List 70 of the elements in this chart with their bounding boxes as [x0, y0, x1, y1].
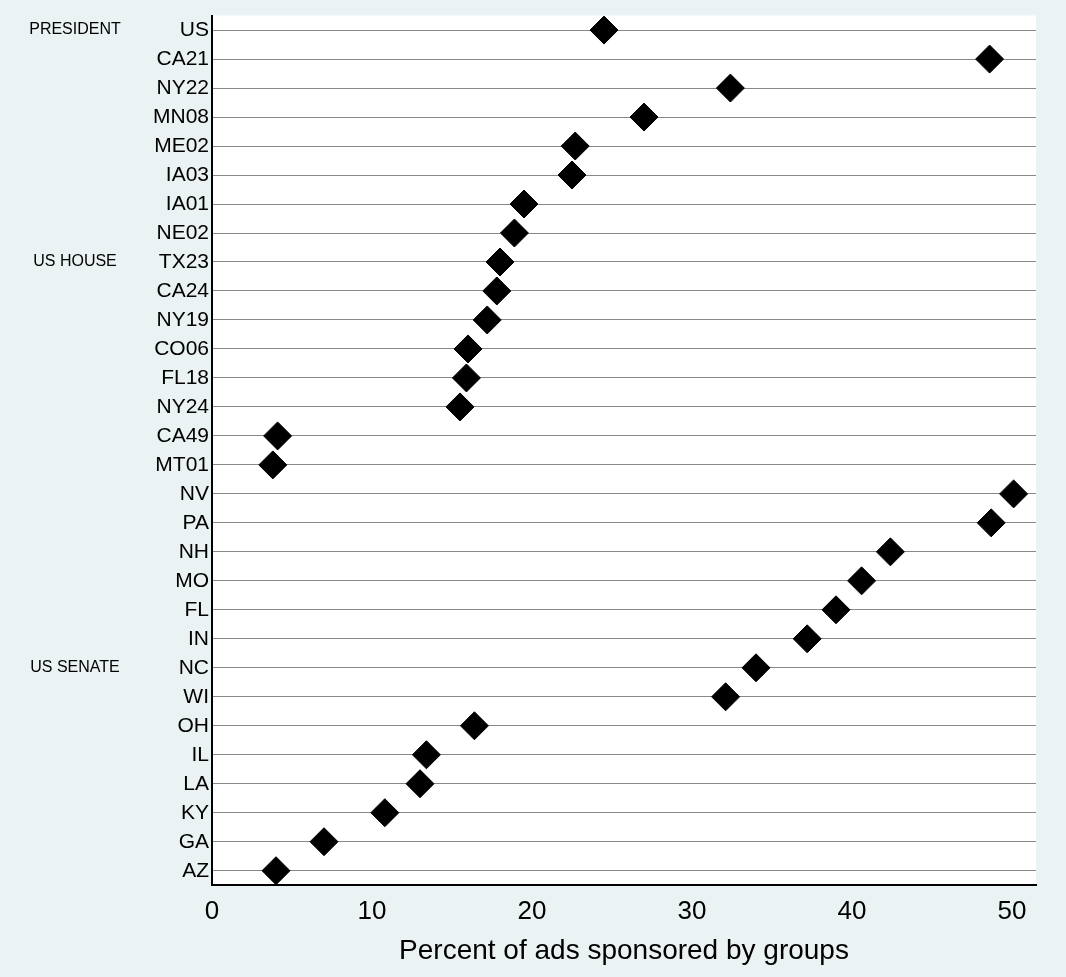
x-tick-label: 20 [517, 894, 547, 925]
point [485, 247, 515, 277]
point [999, 479, 1029, 509]
point [261, 856, 291, 886]
point [821, 595, 851, 625]
point [557, 160, 587, 190]
point [445, 392, 475, 422]
y-tick-label: NE02 [156, 219, 210, 243]
y-tick-label: CA24 [156, 277, 210, 301]
y-tick-label: NV [179, 480, 210, 504]
point [459, 711, 489, 741]
x-tick-label: 0 [204, 894, 220, 925]
point [589, 15, 619, 45]
y-tick-label: MT01 [155, 451, 210, 475]
point [792, 624, 822, 654]
y-tick-label: IN [188, 625, 210, 649]
y-tick-label: NH [178, 538, 210, 562]
point [715, 73, 745, 103]
point [741, 653, 771, 683]
point [258, 450, 288, 480]
x-axis-title: Percent of ads sponsored by groups [399, 933, 849, 965]
point [411, 740, 441, 770]
y-tick-label: CA49 [156, 422, 210, 446]
y-tick-label: CO06 [154, 335, 210, 359]
point [453, 334, 483, 364]
y-tick-label: KY [181, 799, 210, 823]
y-tick-label: MO [175, 567, 210, 591]
y-tick-label: IA03 [165, 161, 210, 185]
y-tick-label: OH [177, 712, 210, 736]
y-tick-label: IL [191, 741, 210, 765]
y-tick-label: FL [184, 596, 210, 620]
y-tick-label: IA01 [165, 190, 210, 214]
point [499, 218, 529, 248]
point [560, 131, 590, 161]
y-tick-label: NY19 [156, 306, 210, 330]
point [309, 827, 339, 857]
y-tick-label: CA21 [156, 45, 210, 69]
x-tick-label: 10 [357, 894, 387, 925]
y-tick-label: LA [183, 770, 210, 794]
y-tick-label: MN08 [152, 103, 210, 127]
point [451, 363, 481, 393]
text: US HOUSE [33, 252, 117, 270]
point [509, 189, 539, 219]
point [847, 566, 877, 596]
y-tick-label: TX23 [158, 248, 210, 272]
y-tick-label: ME02 [154, 132, 210, 156]
point [472, 305, 502, 335]
y-tick-label: PA [182, 509, 210, 533]
y-tick-label: US [179, 16, 210, 40]
y-tick-label: NY22 [156, 74, 210, 98]
point [875, 537, 905, 567]
text: US SENATE [30, 658, 120, 676]
y-tick-label: NC [178, 654, 210, 678]
point [975, 44, 1005, 74]
x-tick-label: 30 [677, 894, 707, 925]
point [405, 769, 435, 799]
point [976, 508, 1006, 538]
point [482, 276, 512, 306]
y-tick-label: FL18 [161, 364, 210, 388]
y-tick-label: AZ [182, 857, 210, 881]
y-tick-label: WI [183, 683, 210, 707]
x-tick-label: 50 [997, 894, 1027, 925]
point [263, 421, 293, 451]
point [629, 102, 659, 132]
y-tick-label: GA [178, 828, 210, 852]
text: PRESIDENT [29, 20, 122, 38]
point [370, 798, 400, 828]
x-tick-label: 40 [837, 894, 867, 925]
point [711, 682, 741, 712]
y-tick-label: NY24 [156, 393, 210, 417]
